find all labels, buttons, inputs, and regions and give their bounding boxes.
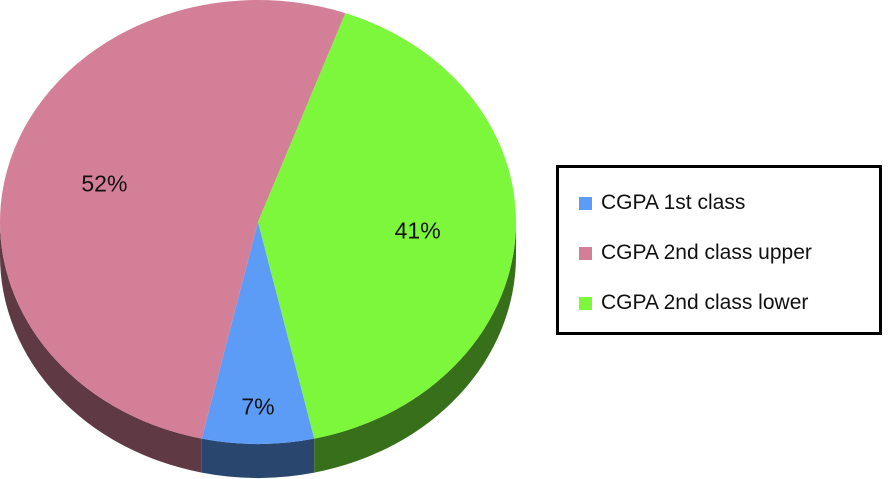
pie-slice-cgpa-1st-class — [201, 222, 315, 445]
pie-slice-cgpa-2nd-class-upper — [0, 0, 346, 439]
pie-depth — [0, 222, 516, 479]
legend-item-cgpa-2nd-class-upper: CGPA 2nd class upper — [579, 238, 812, 268]
legend-swatch-cgpa-2nd-class-lower — [579, 296, 592, 310]
legend-label: CGPA 2nd class lower — [601, 291, 809, 314]
legend-item-cgpa-1st-class: CGPA 1st class — [579, 188, 745, 218]
pie-side-cgpa-2nd-class-upper — [0, 222, 202, 473]
pie-side-cgpa-2nd-class-lower — [314, 222, 516, 473]
pie-slice-cgpa-2nd-class-lower — [258, 13, 517, 439]
legend-swatch-cgpa-2nd-class-upper — [579, 246, 592, 260]
slice-label-cgpa-2nd-class-lower: 41% — [395, 218, 441, 244]
pie-top — [0, 0, 517, 445]
slice-label-cgpa-1st-class: 7% — [241, 393, 274, 419]
slice-label-cgpa-2nd-class-upper: 52% — [81, 171, 127, 197]
slice-labels: 7% 52% 41% — [81, 171, 440, 420]
legend-swatch-cgpa-1st-class — [579, 196, 592, 210]
legend-item-cgpa-2nd-class-lower: CGPA 2nd class lower — [579, 288, 808, 318]
pie-side-cgpa-1st-class — [201, 438, 315, 479]
legend: CGPA 1st class CGPA 2nd class upper CGPA… — [556, 165, 882, 335]
legend-label: CGPA 2nd class upper — [601, 241, 812, 264]
legend-label: CGPA 1st class — [601, 191, 746, 214]
